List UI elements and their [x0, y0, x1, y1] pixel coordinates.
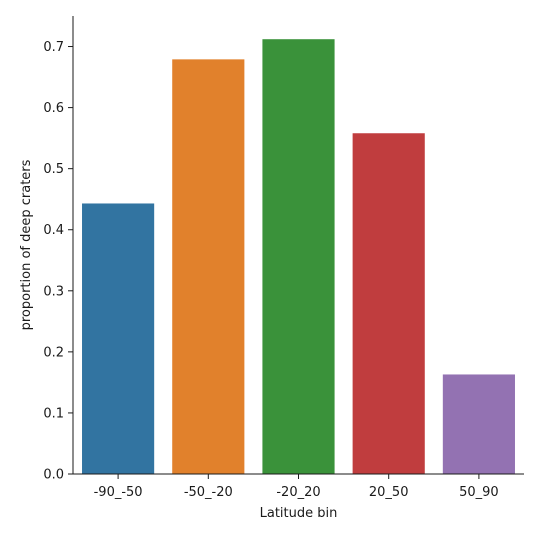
bar-50_90: [442, 374, 515, 474]
x-axis-ticks: -90_-50 -50_-20 -20_20 20_50 50_90: [94, 474, 499, 500]
x-tick-label: -90_-50: [94, 485, 143, 500]
bars-group: [82, 39, 515, 475]
bar--20_20: [262, 39, 335, 475]
y-axis-title: proportion of deep craters: [19, 159, 34, 330]
y-tick-label: 0.1: [43, 406, 64, 421]
bar-20_50: [352, 133, 425, 475]
x-tick-label: 50_90: [459, 485, 499, 500]
bar--50_-20: [172, 59, 245, 475]
y-axis-ticks: 0.0 0.1 0.2 0.3 0.4 0.5 0.6 0.7: [43, 40, 73, 483]
y-tick-label: 0.2: [43, 345, 64, 360]
x-tick-label: -50_-20: [184, 485, 233, 500]
x-axis-title: Latitude bin: [260, 506, 338, 521]
y-tick-label: 0.0: [43, 468, 64, 483]
y-tick-label: 0.6: [43, 101, 64, 116]
x-tick-label: -20_20: [276, 485, 320, 500]
y-tick-label: 0.4: [43, 223, 64, 238]
y-tick-label: 0.3: [43, 284, 64, 299]
x-tick-label: 20_50: [369, 485, 409, 500]
y-tick-label: 0.5: [43, 162, 64, 177]
y-tick-label: 0.7: [43, 40, 64, 55]
bar--90_-50: [82, 203, 155, 474]
